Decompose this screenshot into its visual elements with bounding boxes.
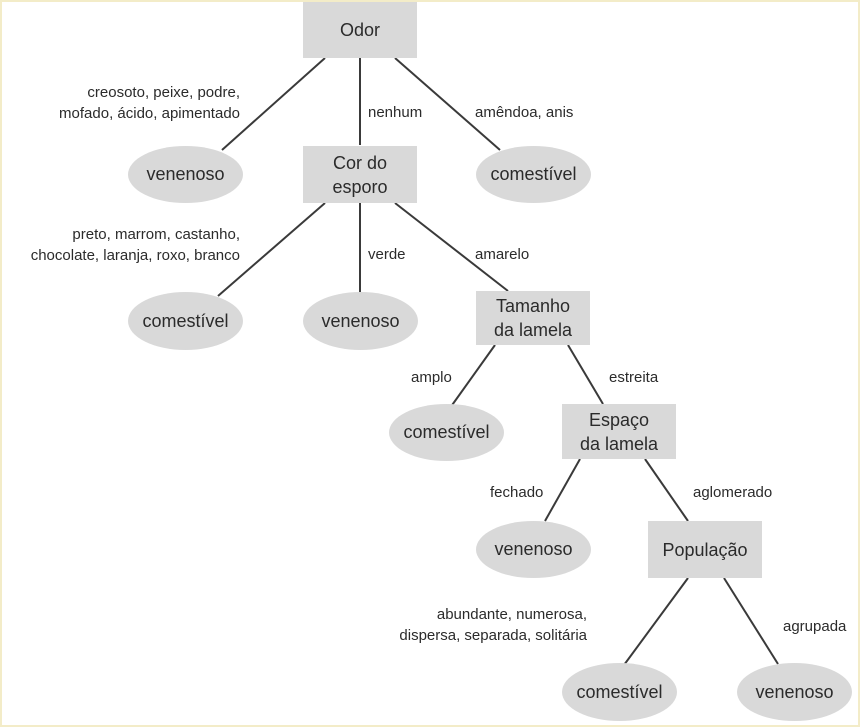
leaf-venenoso: venenoso <box>737 663 852 721</box>
edge-odor-venenoso <box>221 57 326 151</box>
edge-label-cor-mid: verde <box>368 246 406 263</box>
leaf-venenoso: venenoso <box>303 292 418 350</box>
edge-label-espaco-left: fechado <box>490 484 544 501</box>
node-odor: Odor <box>303 2 417 58</box>
edge-label-tamanho-left: amplo <box>411 369 452 386</box>
leaf-comestivel: comestível <box>128 292 243 350</box>
edge-cor-comestivel <box>217 202 326 297</box>
node-populacao: População <box>648 521 762 578</box>
edge-label-odor-mid: nenhum <box>368 104 423 121</box>
node-espaco-da-lamela: Espaço da lamela <box>562 404 676 459</box>
edge-espaco-populacao <box>644 458 689 522</box>
leaf-venenoso: venenoso <box>476 521 591 578</box>
edge-label-odor-left: creosoto, peixe, podre, mofado, ácido, a… <box>59 84 240 122</box>
leaf-comestivel: comestível <box>562 663 677 721</box>
edge-label-odor-right: amêndoa, anis <box>475 104 574 121</box>
edge-label-populacao-left: abundante, numerosa, dispersa, separada,… <box>399 606 587 644</box>
leaf-comestivel: comestível <box>476 146 591 203</box>
edge-populacao-comestivel <box>623 577 689 666</box>
edge-label-populacao-right: agrupada <box>783 618 847 635</box>
edge-odor-comestivel <box>394 57 501 151</box>
leaf-comestivel: comestível <box>389 404 504 461</box>
edge-populacao-venenoso <box>723 577 779 665</box>
edge-label-tamanho-right: estreita <box>609 369 659 386</box>
leaf-venenoso: venenoso <box>128 146 243 203</box>
edge-tamanho-comestivel <box>449 344 496 409</box>
edge-label-cor-left: preto, marrom, castanho, chocolate, lara… <box>30 226 240 264</box>
node-tamanho-da-lamela: Tamanho da lamela <box>476 291 590 345</box>
edge-espaco-venenoso <box>544 458 581 522</box>
edge-tamanho-espaco <box>567 344 604 405</box>
edge-label-espaco-right: aglomerado <box>693 484 773 501</box>
edge-label-cor-right: amarelo <box>475 246 530 263</box>
edge-cor-tamanho <box>394 202 509 292</box>
node-cor-do-esporo: Cor do esporo <box>303 146 417 203</box>
